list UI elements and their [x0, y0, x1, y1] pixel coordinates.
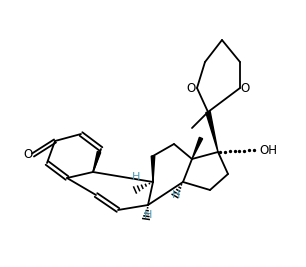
Text: H: H [144, 210, 152, 220]
Polygon shape [151, 156, 155, 182]
Text: H: H [132, 172, 140, 182]
Text: H: H [172, 190, 180, 200]
Polygon shape [93, 151, 101, 172]
Text: O: O [241, 81, 250, 95]
Polygon shape [206, 111, 218, 152]
Text: O: O [186, 81, 196, 95]
Polygon shape [192, 137, 203, 159]
Text: O: O [23, 148, 33, 162]
Text: OH: OH [259, 143, 277, 156]
